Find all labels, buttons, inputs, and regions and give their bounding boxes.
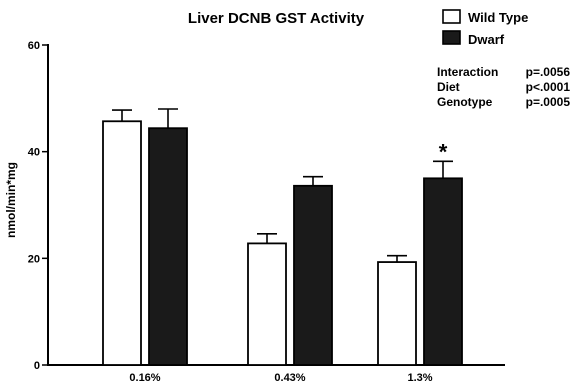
bar-dwarf — [148, 127, 188, 366]
stat-label-diet: Diet — [437, 80, 460, 94]
bar-wild-type — [377, 261, 417, 366]
stat-label-interaction: Interaction — [437, 65, 498, 79]
legend-swatch-dwarf — [442, 30, 461, 45]
y-tick-label: 0 — [34, 360, 40, 372]
legend-label-wild-type: Wild Type — [468, 10, 528, 25]
bar-wild-type — [247, 242, 287, 366]
y-axis-label: nmol/min*mg — [4, 162, 18, 238]
stat-value-interaction: p=.0056 — [526, 65, 571, 79]
stat-label-genotype: Genotype — [437, 95, 493, 109]
stats-block: Interaction p=.0056 Diet p<.0001 Genotyp… — [437, 65, 570, 109]
significance-star: * — [439, 139, 448, 164]
chart-title: Liver DCNB GST Activity — [188, 10, 365, 27]
y-tick-label: 60 — [28, 40, 40, 52]
stat-value-genotype: p=.0005 — [526, 95, 571, 109]
bars — [102, 108, 463, 366]
legend-label-dwarf: Dwarf — [468, 32, 505, 47]
x-tick-label: 0.16% — [129, 372, 160, 382]
x-tick-label: 0.43% — [274, 372, 305, 382]
bar-wild-type — [102, 120, 142, 366]
annotations: * — [439, 139, 448, 164]
y-tick-label: 40 — [28, 147, 40, 159]
legend: Wild Type Dwarf — [442, 9, 528, 47]
legend-swatch-wild-type — [442, 9, 461, 24]
y-tick-label: 20 — [28, 253, 40, 265]
bar-dwarf — [293, 184, 333, 366]
bar-dwarf — [423, 177, 463, 366]
x-tick-label: 1.3% — [407, 372, 432, 382]
x-ticks: 0.16% 0.43% 1.3% — [129, 372, 432, 382]
stat-value-diet: p<.0001 — [526, 80, 571, 94]
y-ticks: 0 20 40 60 — [28, 40, 48, 372]
